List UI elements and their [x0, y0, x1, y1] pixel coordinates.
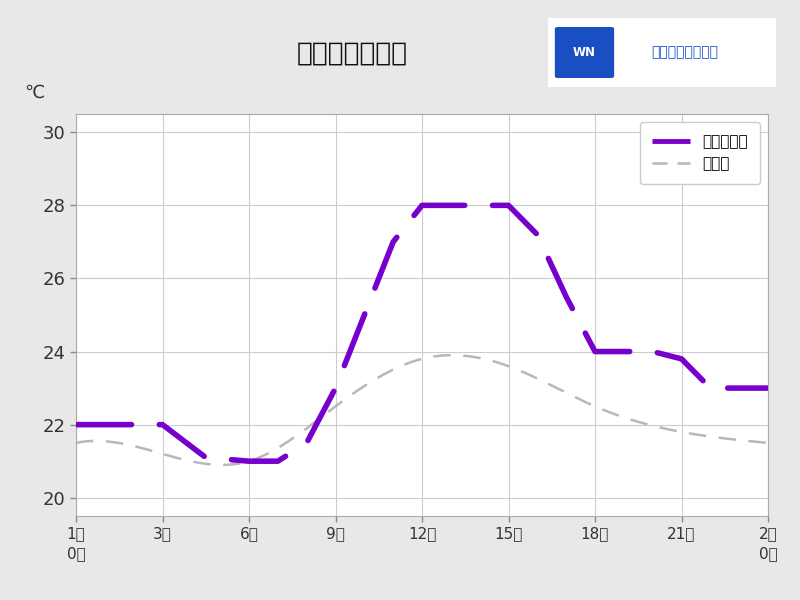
FancyBboxPatch shape	[555, 27, 614, 78]
Text: WN: WN	[573, 46, 596, 59]
Text: ℃: ℃	[24, 84, 44, 102]
Text: 勝浦の気温変化: 勝浦の気温変化	[297, 41, 407, 67]
Text: ウェザーニュース: ウェザーニュース	[651, 46, 718, 59]
FancyBboxPatch shape	[532, 16, 790, 89]
Legend: 今後の予報, 平年値: 今後の予報, 平年値	[640, 122, 760, 184]
